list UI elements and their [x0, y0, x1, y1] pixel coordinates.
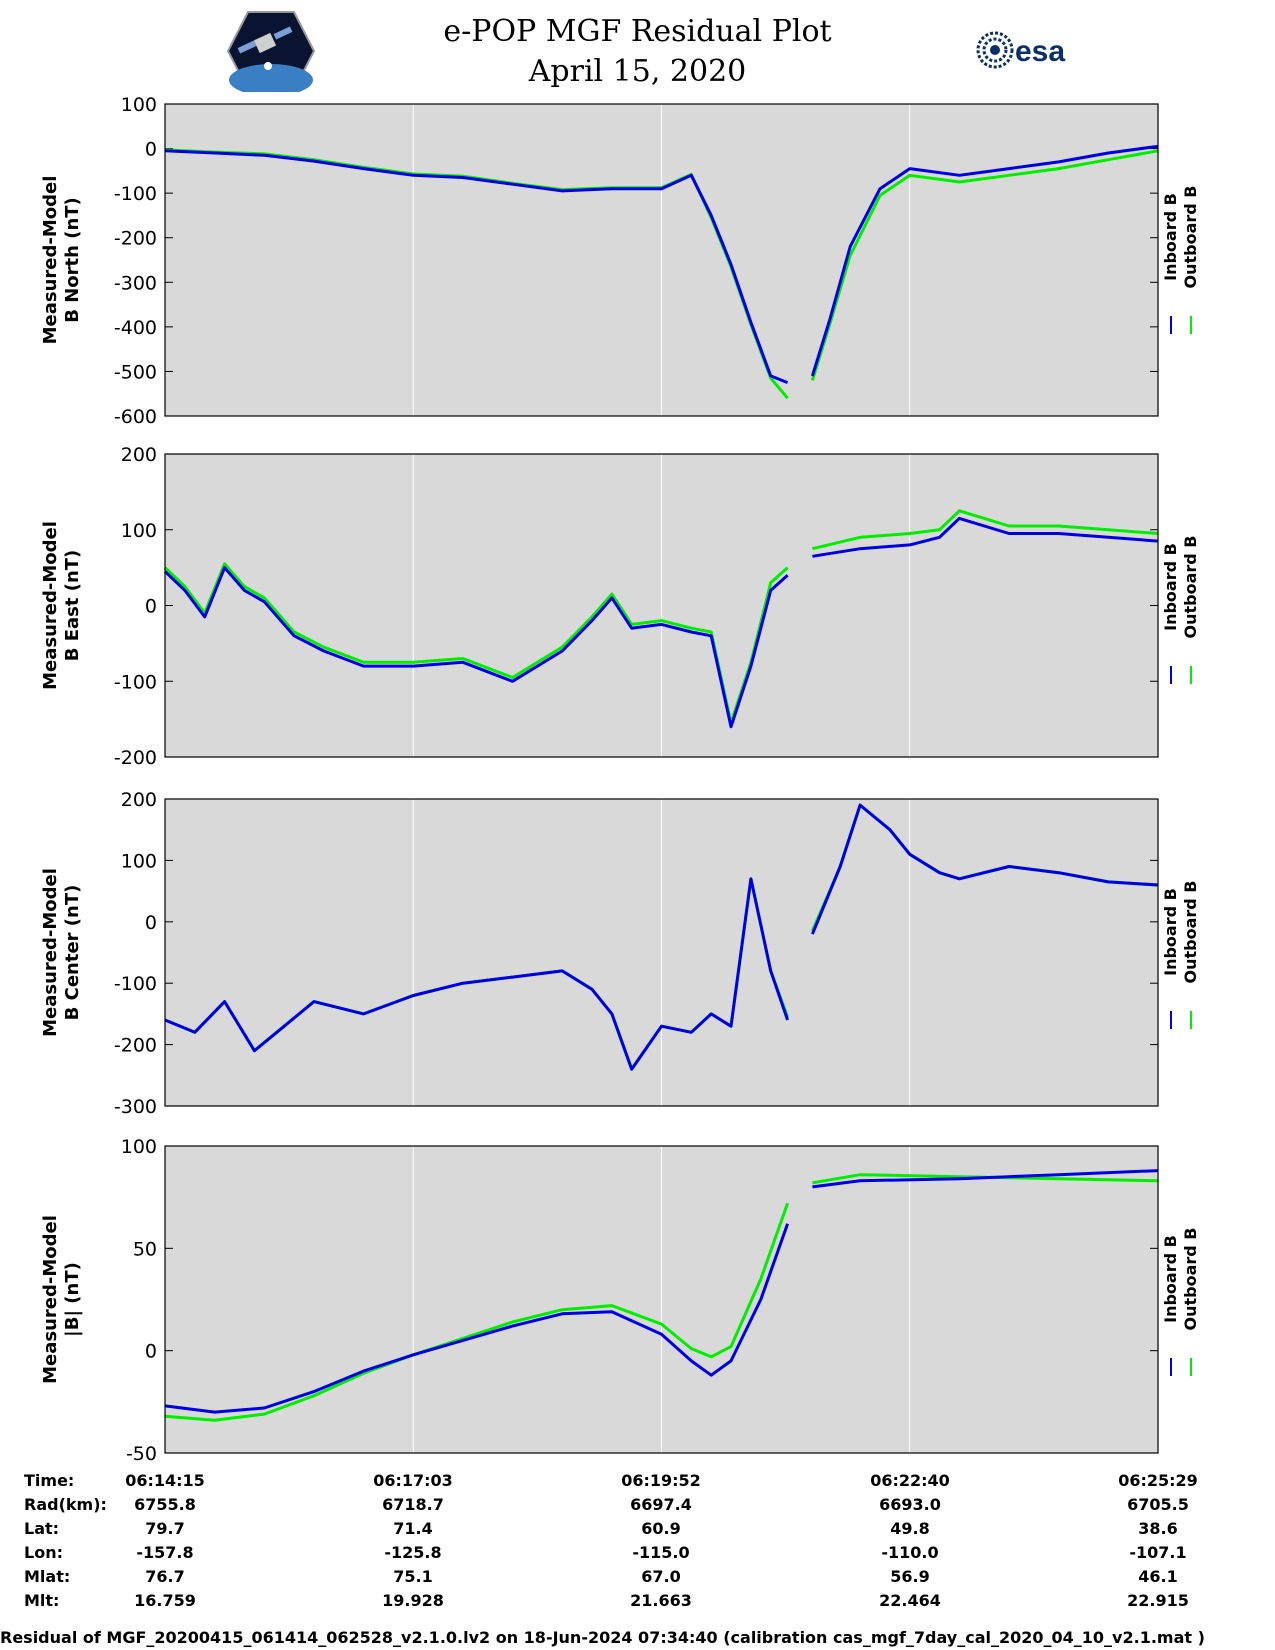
ytick-label-4-3: 0	[145, 1341, 157, 1363]
table-cell-4-6: 22.464	[879, 1591, 941, 1610]
ylabel-line2-4: |B| (nT)	[62, 1262, 83, 1337]
legend-inboard-3: Inboard B	[1161, 888, 1180, 976]
chart-date: April 15, 2020	[528, 54, 747, 89]
table-cell-1-1: 06:14:15	[125, 1471, 205, 1490]
table-row-label-5: Mlat:	[24, 1567, 70, 1586]
ytick-label-2-5: -200	[114, 747, 157, 769]
ytick-label-1-1: 100	[121, 94, 157, 116]
series-outboard-line-2-b	[812, 509, 1159, 551]
table-cell-2-4: -125.8	[384, 1543, 441, 1562]
ylabel-line2-1: B North (nT)	[62, 197, 83, 323]
series-inboard-line-2-b	[812, 516, 1159, 558]
table-cell-2-3: 71.4	[393, 1519, 432, 1538]
ytick-label-4-4: -50	[126, 1443, 157, 1465]
ytick-label-2-4: -100	[114, 671, 157, 693]
table-cell-2-2: 6718.7	[382, 1495, 444, 1514]
ylabel-line2-3: B Center (nT)	[62, 885, 83, 1021]
ytick-label-1-6: -400	[114, 317, 157, 339]
table-row-label-4: Lon:	[24, 1543, 63, 1562]
table-cell-5-4: -107.1	[1129, 1543, 1186, 1562]
ytick-label-4-1: 100	[121, 1136, 157, 1158]
ytick-label-3-1: 200	[121, 789, 157, 811]
ytick-label-3-6: -300	[114, 1096, 157, 1118]
plot-frame-4	[164, 1145, 1159, 1454]
series-inboard-line-1-a	[164, 149, 789, 384]
ytick-label-1-3: -100	[114, 183, 157, 205]
table-cell-5-6: 22.915	[1127, 1591, 1189, 1610]
ylabel-line2-2: B East (nT)	[62, 550, 83, 662]
table-cell-5-5: 46.1	[1138, 1567, 1177, 1586]
table-cell-3-5: 67.0	[641, 1567, 680, 1586]
ytick-label-3-3: 0	[145, 912, 157, 934]
ytick-label-1-4: -200	[114, 228, 157, 250]
ytick-label-1-2: 0	[145, 139, 157, 161]
series-inboard-line-3-a	[164, 877, 790, 1071]
plot-frame-1	[164, 103, 1159, 417]
series-inboard-line-2-a	[163, 566, 789, 729]
table-cell-3-1: 06:19:52	[621, 1471, 701, 1490]
table-row-label-3: Lat:	[24, 1519, 59, 1538]
ytick-label-1-8: -600	[114, 406, 157, 428]
table-row-label-6: Mlt:	[24, 1591, 59, 1610]
series-outboard-line-4-b	[812, 1173, 1159, 1185]
ylabel-line1-1: Measured-Model	[40, 176, 61, 345]
chart-title: e-POP MGF Residual Plot	[443, 14, 832, 49]
series-outboard-line-4-a	[164, 1202, 790, 1422]
legend-inboard-2: Inboard B	[1161, 543, 1180, 631]
ylabel-line1-4: Measured-Model	[40, 1215, 61, 1384]
ytick-label-2-1: 200	[121, 444, 157, 466]
legend-outboard-2: Outboard B	[1181, 536, 1200, 639]
series-inboard-line-4-b	[812, 1169, 1159, 1189]
esa-logo-text: esa	[1015, 35, 1065, 68]
table-cell-5-1: 06:25:29	[1118, 1471, 1198, 1490]
series-inboard-line-4-a	[164, 1223, 790, 1414]
table-cell-1-4: -157.8	[136, 1543, 193, 1562]
table-cell-1-2: 6755.8	[134, 1495, 196, 1514]
plot-frame-2	[164, 453, 1159, 758]
table-cell-4-1: 06:22:40	[870, 1471, 950, 1490]
table-cell-4-4: -110.0	[881, 1543, 938, 1562]
legend-inboard-4: Inboard B	[1161, 1235, 1180, 1323]
table-cell-4-2: 6693.0	[879, 1495, 941, 1514]
table-cell-3-6: 21.663	[630, 1591, 692, 1610]
table-cell-2-5: 75.1	[393, 1567, 432, 1586]
legend-outboard-4: Outboard B	[1181, 1228, 1200, 1331]
series-inboard-line-3-b	[811, 803, 1159, 935]
ylabel-line1-3: Measured-Model	[40, 868, 61, 1037]
table-row-label-1: Time:	[24, 1471, 74, 1490]
series-inboard-line-1-b	[810, 144, 1159, 377]
ytick-label-2-2: 100	[121, 520, 157, 542]
table-row-label-2: Rad(km):	[24, 1495, 107, 1514]
table-cell-5-3: 38.6	[1138, 1519, 1177, 1538]
table-cell-4-3: 49.8	[890, 1519, 929, 1538]
legend-outboard-3: Outboard B	[1181, 881, 1200, 984]
legend-inboard-1: Inboard B	[1161, 193, 1180, 281]
ytick-label-4-2: 50	[133, 1238, 157, 1260]
table-cell-1-5: 76.7	[145, 1567, 184, 1586]
ylabel-line1-2: Measured-Model	[40, 521, 61, 690]
plot-frame-3	[164, 798, 1159, 1107]
table-cell-5-2: 6705.5	[1127, 1495, 1189, 1514]
table-cell-1-6: 16.759	[134, 1591, 196, 1610]
ytick-label-2-3: 0	[145, 596, 157, 618]
table-cell-4-5: 56.9	[890, 1567, 929, 1586]
table-cell-3-4: -115.0	[632, 1543, 689, 1562]
esa-logo: esa	[976, 31, 1065, 69]
table-cell-1-3: 79.7	[145, 1519, 184, 1538]
ytick-label-1-7: -500	[114, 361, 157, 383]
table-cell-3-2: 6697.4	[630, 1495, 692, 1514]
ytick-label-1-5: -300	[114, 272, 157, 294]
ytick-label-3-5: -200	[114, 1035, 157, 1057]
ytick-label-3-4: -100	[114, 973, 157, 995]
footer-note: Residual of MGF_20200415_061414_062528_v…	[0, 1628, 1205, 1647]
table-cell-2-1: 06:17:03	[373, 1471, 453, 1490]
ytick-label-3-2: 100	[121, 850, 157, 872]
series-outboard-line-1-b	[810, 149, 1159, 381]
table-cell-3-3: 60.9	[641, 1519, 680, 1538]
table-cell-2-6: 19.928	[382, 1591, 444, 1610]
cassiope-logo	[226, 11, 316, 92]
legend-outboard-1: Outboard B	[1181, 186, 1200, 289]
